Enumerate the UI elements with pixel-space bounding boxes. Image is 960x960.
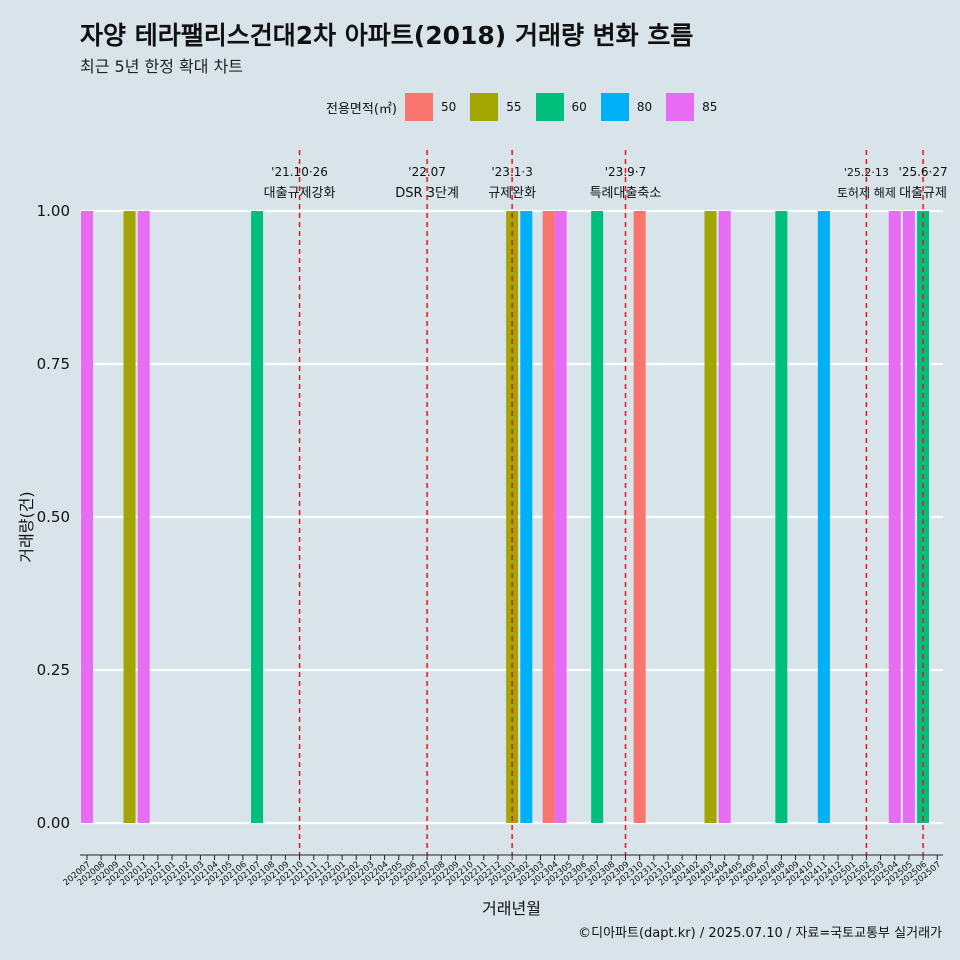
legend-label-60: 60: [571, 100, 587, 114]
event-date-label: '25.6·27: [899, 165, 948, 179]
bar-202411-80: [817, 211, 830, 823]
legend-item-80: 80: [600, 93, 660, 121]
event-name-label: 특례대출축소: [590, 186, 662, 201]
bar-202304-50: [542, 211, 555, 823]
legend-label-85: 85: [702, 100, 718, 114]
bar-202408-60: [775, 211, 788, 823]
bar-202505-85: [902, 211, 915, 823]
legend-key-50: [404, 93, 433, 121]
chart-title: 자양 테라팰리스건대2차 아파트(2018) 거래량 변화 흐름: [80, 21, 694, 50]
legend-key-60: [535, 93, 564, 121]
event-name-label: DSR 3단계: [395, 186, 459, 201]
legend-key-85: [666, 93, 695, 121]
bar-202304-85: [554, 211, 567, 823]
source-caption: ©디아파트(dapt.kr) / 2025.07.10 / 자료=국토교통부 실…: [578, 926, 942, 941]
bar-202506-60: [917, 211, 930, 823]
legend-items: 50 55 60 80 85: [404, 93, 731, 121]
legend-label-55: 55: [506, 100, 522, 114]
event-date-label: '25.2·13: [844, 166, 889, 179]
y-tick-label: 0.00: [37, 814, 70, 832]
legend-item-50: 50: [404, 93, 464, 121]
y-tick-label: 0.75: [37, 355, 70, 373]
x-axis-title: 거래년월: [482, 899, 541, 918]
y-tick-label: 1.00: [37, 202, 70, 220]
chart-subtitle: 최근 5년 한정 확대 차트: [80, 57, 244, 76]
y-tick-label: 0.50: [37, 508, 70, 526]
event-name-label: 대출규제강화: [264, 186, 336, 201]
legend-key-80: [600, 93, 629, 121]
event-date-label: '23.1·3: [491, 165, 532, 179]
bar-202011-85: [137, 211, 150, 823]
bar-202107-60: [251, 211, 264, 823]
event-date-label: '23.9·7: [605, 165, 646, 179]
bar-202302-80: [520, 211, 533, 823]
event-date-label: '21.10·26: [271, 165, 328, 179]
bar-202404-85: [718, 211, 731, 823]
legend-item-55: 55: [470, 93, 529, 121]
bar-202007-85: [81, 211, 93, 823]
legend-title: 전용면적(㎡): [326, 101, 397, 117]
legend-label-50: 50: [440, 100, 457, 114]
y-axis-title: 거래량(건): [17, 491, 36, 562]
legend-key-55: [470, 93, 499, 121]
bar-202504-85: [888, 211, 901, 823]
bar-202307-60: [591, 211, 604, 823]
legend-item-85: 85: [666, 93, 725, 121]
bar-202010-55: [123, 211, 136, 823]
y-tick-label: 0.25: [37, 661, 70, 679]
event-date-label: '22.07: [408, 165, 446, 179]
legend-label-80: 80: [636, 100, 653, 114]
bar-202310-50: [633, 211, 646, 823]
bar-202301-55: [506, 211, 519, 823]
event-name-label: 토허제 해제: [837, 186, 896, 200]
event-name-label: 규제완화: [488, 186, 536, 201]
event-name-label: 대출규제: [899, 186, 947, 201]
legend: 전용면적(㎡) 50 55 60 80 85: [326, 93, 731, 121]
legend-item-60: 60: [535, 93, 595, 121]
bar-202403-55: [704, 211, 717, 823]
